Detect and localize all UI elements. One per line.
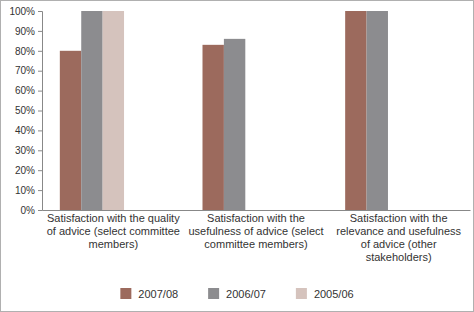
bar xyxy=(345,11,366,210)
x-tick: Satisfaction with theusefulness of advic… xyxy=(188,210,323,250)
y-tick-mark xyxy=(38,31,42,32)
y-axis: 0% 10% 20% 30% 40% 50% 60% 70% 80% 90% 100% xyxy=(9,6,42,216)
y-tick-mark xyxy=(38,111,42,112)
y-tick-mark xyxy=(38,11,42,12)
legend-label: 2005/06 xyxy=(314,288,354,300)
y-tick: 60% xyxy=(15,85,42,96)
x-tick-label: Satisfaction with the qualityof advice (… xyxy=(47,212,180,250)
legend-item: 2005/06 xyxy=(296,288,354,300)
bar xyxy=(103,11,124,210)
y-tick: 80% xyxy=(15,46,42,57)
y-tick-mark xyxy=(38,51,42,52)
legend-swatch xyxy=(120,288,131,299)
y-tick-mark xyxy=(38,91,42,92)
y-tick-label: 50% xyxy=(15,105,35,116)
y-tick-label: 80% xyxy=(15,46,35,57)
chart: 0% 10% 20% 30% 40% 50% 60% 70% 80% 90% 100% Satisfa… xyxy=(0,0,474,312)
y-tick-mark xyxy=(38,130,42,131)
legend-item: 2007/08 xyxy=(120,288,178,300)
legend-label: 2006/07 xyxy=(226,288,266,300)
y-tick: 90% xyxy=(15,26,42,37)
y-tick-label: 20% xyxy=(15,165,35,176)
frame xyxy=(1,1,474,312)
y-tick: 40% xyxy=(15,125,42,136)
y-tick-label: 60% xyxy=(15,85,35,96)
x-axis: Satisfaction with the qualityof advice (… xyxy=(43,210,471,263)
y-tick-label: 10% xyxy=(15,185,35,196)
y-tick-label: 90% xyxy=(15,26,35,37)
y-tick-mark xyxy=(38,150,42,151)
x-tick: Satisfaction with the qualityof advice (… xyxy=(47,210,180,250)
bars xyxy=(60,11,388,210)
y-tick-mark xyxy=(38,210,42,211)
y-tick-label: 100% xyxy=(9,6,35,17)
x-axis-line xyxy=(43,210,471,211)
bar xyxy=(203,45,224,210)
legend-swatch xyxy=(208,288,219,299)
bar xyxy=(81,11,102,210)
x-tick-label: Satisfaction with theusefulness of advic… xyxy=(188,212,323,250)
y-tick-label: 70% xyxy=(15,65,35,76)
y-tick-label: 40% xyxy=(15,125,35,136)
legend-label: 2007/08 xyxy=(138,288,178,300)
bar xyxy=(367,11,388,210)
y-tick: 50% xyxy=(15,105,42,116)
y-tick: 70% xyxy=(15,65,42,76)
x-tick: Satisfaction with therelevance and usefu… xyxy=(336,210,461,263)
bar xyxy=(60,51,81,210)
y-axis-line xyxy=(38,12,43,211)
x-tick-label: Satisfaction with therelevance and usefu… xyxy=(336,212,461,263)
y-tick-label: 30% xyxy=(15,145,35,156)
y-tick: 0% xyxy=(21,205,42,216)
legend: 2007/08 2006/07 2005/06 xyxy=(120,288,353,300)
y-tick: 20% xyxy=(15,165,42,176)
legend-item: 2006/07 xyxy=(208,288,266,300)
y-tick: 100% xyxy=(9,6,42,17)
y-tick: 30% xyxy=(15,145,42,156)
y-tick-mark xyxy=(38,71,42,72)
y-tick: 10% xyxy=(15,185,42,196)
y-tick-label: 0% xyxy=(21,205,36,216)
y-tick-mark xyxy=(38,190,42,191)
y-tick-mark xyxy=(38,170,42,171)
bar xyxy=(224,39,245,210)
legend-swatch xyxy=(296,288,307,299)
